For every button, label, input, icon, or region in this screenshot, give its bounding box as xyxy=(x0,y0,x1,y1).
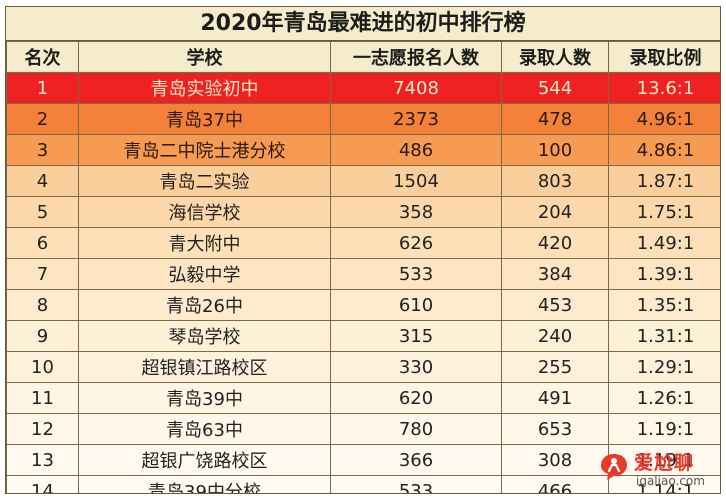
table-row: 6 青大附中 626 420 1.49:1 xyxy=(6,227,720,259)
cell-rank: 4 xyxy=(6,165,79,197)
cell-ratio: 1.49:1 xyxy=(608,227,720,259)
cell-admitted: 240 xyxy=(501,320,609,352)
cell-school: 青岛实验初中 xyxy=(78,72,331,104)
cell-school: 弘毅中学 xyxy=(78,258,331,290)
cell-admitted: 308 xyxy=(501,444,609,476)
cell-school: 青大附中 xyxy=(78,227,331,259)
cell-rank: 6 xyxy=(6,227,79,259)
cell-ratio: 1.26:1 xyxy=(608,382,720,414)
cell-rank: 12 xyxy=(6,413,79,445)
ranking-table: 名次 学校 一志愿报名人数 录取人数 录取比例 1 青岛实验初中 7408 54… xyxy=(6,41,720,493)
cell-school: 青岛二中院士港分校 xyxy=(78,134,331,166)
cell-rank: 9 xyxy=(6,320,79,352)
cell-applicants: 610 xyxy=(330,289,502,321)
column-header-ratio: 录取比例 xyxy=(608,41,720,73)
cell-school: 青岛39中 xyxy=(78,382,331,414)
cell-ratio: 1.19:1 xyxy=(608,413,720,445)
watermark-text: 爱尬聊 xyxy=(634,452,695,474)
table-row: 9 琴岛学校 315 240 1.31:1 xyxy=(6,320,720,352)
cell-ratio: 1.75:1 xyxy=(608,196,720,228)
table-row: 7 弘毅中学 533 384 1.39:1 xyxy=(6,258,720,290)
cell-admitted: 544 xyxy=(501,72,609,104)
table-row: 4 青岛二实验 1504 803 1.87:1 xyxy=(6,165,720,197)
page-title: 2020年青岛最难进的初中排行榜 xyxy=(6,7,720,41)
cell-school: 青岛39中分校 xyxy=(78,475,331,493)
cell-ratio: 13.6:1 xyxy=(608,72,720,104)
cell-school: 青岛26中 xyxy=(78,289,331,321)
cell-ratio: 1.29:1 xyxy=(608,351,720,383)
cell-rank: 5 xyxy=(6,196,79,228)
column-header-rank: 名次 xyxy=(6,41,79,73)
table-row: 5 海信学校 358 204 1.75:1 xyxy=(6,196,720,228)
cell-applicants: 780 xyxy=(330,413,502,445)
cell-rank: 2 xyxy=(6,103,79,135)
cell-ratio: 1.35:1 xyxy=(608,289,720,321)
cell-school: 青岛63中 xyxy=(78,413,331,445)
cell-ratio: 1.87:1 xyxy=(608,165,720,197)
cell-rank: 3 xyxy=(6,134,79,166)
table-row: 8 青岛26中 610 453 1.35:1 xyxy=(6,289,720,321)
cell-ratio: 1.39:1 xyxy=(608,258,720,290)
cell-rank: 10 xyxy=(6,351,79,383)
speech-bubble-figure-icon xyxy=(601,454,627,480)
cell-applicants: 1504 xyxy=(330,165,502,197)
cell-admitted: 100 xyxy=(501,134,609,166)
cell-rank: 13 xyxy=(6,444,79,476)
cell-admitted: 204 xyxy=(501,196,609,228)
table-row: 1 青岛实验初中 7408 544 13.6:1 xyxy=(6,72,720,104)
table-row: 14 青岛39中分校 533 466 1.14:1 xyxy=(6,475,720,493)
column-header-admitted: 录取人数 xyxy=(501,41,609,73)
column-header-applicants: 一志愿报名人数 xyxy=(330,41,502,73)
cell-rank: 8 xyxy=(6,289,79,321)
cell-applicants: 486 xyxy=(330,134,502,166)
cell-admitted: 384 xyxy=(501,258,609,290)
cell-school: 海信学校 xyxy=(78,196,331,228)
cell-applicants: 533 xyxy=(330,475,502,493)
cell-school: 青岛37中 xyxy=(78,103,331,135)
cell-applicants: 330 xyxy=(330,351,502,383)
cell-rank: 7 xyxy=(6,258,79,290)
cell-school: 青岛二实验 xyxy=(78,165,331,197)
cell-applicants: 620 xyxy=(330,382,502,414)
cell-applicants: 2373 xyxy=(330,103,502,135)
cell-applicants: 366 xyxy=(330,444,502,476)
cell-applicants: 315 xyxy=(330,320,502,352)
table-row: 11 青岛39中 620 491 1.26:1 xyxy=(6,382,720,414)
cell-admitted: 255 xyxy=(501,351,609,383)
table-header-row: 名次 学校 一志愿报名人数 录取人数 录取比例 xyxy=(6,41,720,73)
cell-admitted: 478 xyxy=(501,103,609,135)
cell-applicants: 533 xyxy=(330,258,502,290)
cell-ratio: 4.86:1 xyxy=(608,134,720,166)
table-row: 13 超银广饶路校区 366 308 1.19:1 xyxy=(6,444,720,476)
cell-school: 琴岛学校 xyxy=(78,320,331,352)
cell-admitted: 453 xyxy=(501,289,609,321)
watermark[interactable]: 爱尬聊 igaliao.com xyxy=(598,446,716,494)
table-row: 3 青岛二中院士港分校 486 100 4.86:1 xyxy=(6,134,720,166)
cell-rank: 11 xyxy=(6,382,79,414)
cell-admitted: 420 xyxy=(501,227,609,259)
table-row: 2 青岛37中 2373 478 4.96:1 xyxy=(6,103,720,135)
cell-ratio: 1.19:1 xyxy=(608,444,720,476)
cell-school: 超银广饶路校区 xyxy=(78,444,331,476)
cell-rank: 14 xyxy=(6,475,79,493)
cell-ratio: 1.31:1 xyxy=(608,320,720,352)
cell-ratio: 4.96:1 xyxy=(608,103,720,135)
watermark-url: igaliao.com xyxy=(636,474,705,488)
table-row: 10 超银镇江路校区 330 255 1.29:1 xyxy=(6,351,720,383)
table-row: 12 青岛63中 780 653 1.19:1 xyxy=(6,413,720,445)
ranking-sheet: 2020年青岛最难进的初中排行榜 名次 学校 一志愿报名人数 录取人数 录取比例… xyxy=(5,6,721,494)
cell-admitted: 466 xyxy=(501,475,609,493)
cell-rank: 1 xyxy=(6,72,79,104)
cell-applicants: 626 xyxy=(330,227,502,259)
cell-school: 超银镇江路校区 xyxy=(78,351,331,383)
cell-admitted: 491 xyxy=(501,382,609,414)
cell-admitted: 653 xyxy=(501,413,609,445)
cell-admitted: 803 xyxy=(501,165,609,197)
cell-applicants: 7408 xyxy=(330,72,502,104)
cell-applicants: 358 xyxy=(330,196,502,228)
column-header-school: 学校 xyxy=(78,41,331,73)
cell-ratio: 1.14:1 xyxy=(608,475,720,493)
